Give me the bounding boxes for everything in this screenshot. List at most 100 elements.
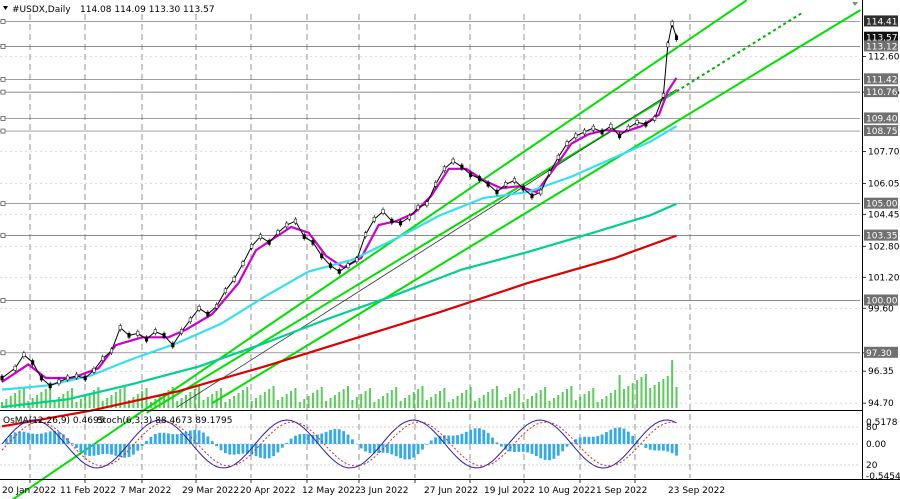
volume-bar [329,398,332,408]
osma-histogram-bar [48,431,52,444]
osma-histogram-bar [438,435,442,444]
volume-bar [653,385,656,408]
osma-histogram-bar [517,444,521,452]
volume-bar [535,393,538,408]
volume-bar [504,397,507,408]
osma-histogram-bar [22,431,26,444]
osma-histogram-bar [114,444,118,456]
time-tick-label: 7 Mar 2022 [120,486,171,496]
volume-bar [14,393,17,408]
osma-histogram-bar [88,444,91,456]
volume-bar [474,401,477,408]
volume-bar [237,393,240,408]
price-tag-label: 105.00 [866,200,898,210]
moving-average-line [1,202,677,409]
osma-histogram-bar [31,433,35,444]
osma-histogram-bar [307,434,310,444]
osma-histogram-bar [626,431,630,444]
candle-body [486,182,490,187]
time-tick-label: 29 Mar 2022 [182,486,239,496]
volume-bar [62,394,65,408]
price-tag-badge [864,112,898,124]
volume-bar [658,382,660,408]
volume-bar [355,397,358,408]
osma-histogram-bar [394,444,398,457]
volume-bar [434,394,437,408]
osma-histogram-bar [491,437,494,444]
volume-bar [259,395,262,408]
price-tick-label: 106.05 [868,179,900,189]
scroll-indicator-icon[interactable] [852,2,858,6]
osma-histogram-bar [123,444,127,458]
volume-bar [360,394,363,408]
osma-histogram-bar [153,433,157,444]
bottom-border [0,479,900,480]
osma-histogram-bar [92,444,96,456]
volume-bar [399,401,402,408]
osma-histogram-bar [666,444,670,452]
candle-body [469,172,473,177]
moving-average-line [1,77,678,383]
volume-bar [557,395,560,408]
volume-bar [206,397,209,408]
price-tag-label: 110.76 [866,88,898,98]
osma-histogram-bar [175,434,179,444]
candle-body [92,367,96,373]
price-tick-label: 101.20 [868,273,900,283]
volume-bar [193,389,196,408]
level-handle [0,128,6,134]
trend-line [176,89,677,408]
volume-bar [614,390,617,408]
candle-body [31,360,35,365]
osma-histogram-bar [600,434,604,444]
candle-body [666,42,670,48]
symbol-dropdown-icon[interactable] [3,6,8,10]
osma-histogram-bar [543,444,547,460]
volume-bar [241,390,244,408]
candle-body [346,263,350,268]
osma-histogram-bar [149,436,153,444]
price-tag-badge [864,125,898,137]
volume-bar [92,390,95,408]
osma-histogram-bar [40,433,43,444]
volume-bar [482,395,485,408]
osma-histogram-bar [609,429,613,444]
close-price-line [1,23,677,387]
osma-histogram-bar [469,429,473,444]
osma-histogram-bar [675,444,678,456]
volume-bar [97,387,100,408]
volume-bar [311,393,314,408]
volume-bar [425,400,428,408]
osma-histogram-bar [145,440,148,444]
trend-line [146,90,678,414]
volume-bar [268,389,271,408]
oscillator-tick-label: 0.5178 [866,418,898,428]
osma-histogram-bar [513,444,516,452]
candle-body [136,331,140,336]
volume-bar [290,391,293,408]
osma-histogram-bar [372,444,376,454]
osma-histogram-bar [495,442,499,444]
osma-histogram-bar [534,444,538,457]
volume-bar [408,395,411,408]
volume-bar [487,392,490,408]
time-tick-label: 11 Feb 2022 [60,486,116,496]
volume-bar [119,389,122,408]
osma-histogram-bar [206,436,210,444]
osma-histogram-bar [280,444,284,448]
candle-body [661,92,665,98]
volume-bar [246,387,249,408]
candle-body [311,240,315,245]
volume-bar [417,389,420,408]
candle-body [512,178,517,183]
chart-symbol: #USDX,Daily [12,5,71,15]
candle-body [556,154,560,160]
candle-body [267,240,271,245]
volume-bar [44,389,47,408]
osma-histogram-bar [653,444,657,451]
candle-body [626,125,630,131]
candle-body [451,158,455,164]
osma-histogram-bar [486,433,490,444]
osma-histogram-bar [596,436,600,444]
